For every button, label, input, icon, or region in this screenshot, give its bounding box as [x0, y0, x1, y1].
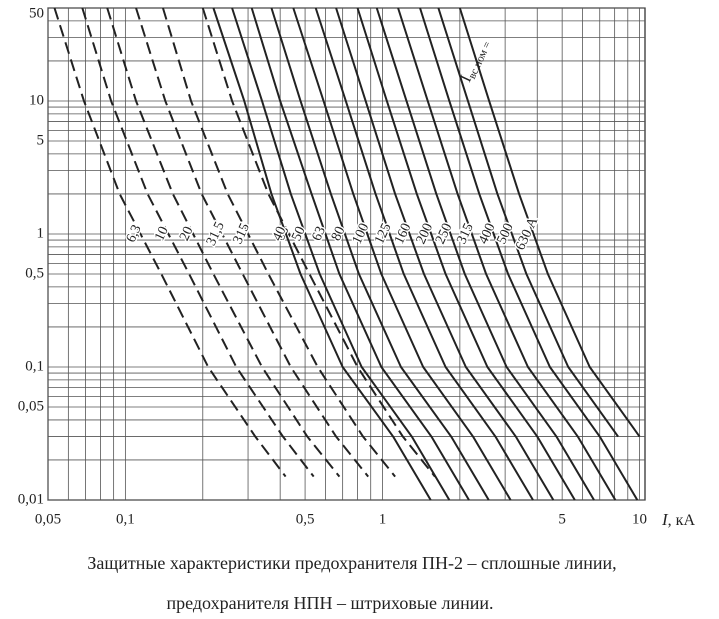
fuse-curve — [356, 7, 576, 501]
y-tick-label: 0,01 — [18, 491, 44, 507]
fuse-curve — [231, 7, 451, 501]
fuse-curve — [314, 7, 534, 501]
y-tick-label: 0,5 — [25, 265, 44, 281]
curve-label: 50 — [289, 224, 309, 243]
fuse-curve — [458, 7, 641, 438]
caption-line: предохранителя НПН – штриховые линии. — [167, 593, 494, 613]
x-tick-label: 5 — [558, 511, 566, 527]
curve-label: 250 — [433, 221, 455, 246]
caption-line: Защитные характеристики предохранителя П… — [87, 553, 616, 573]
curve-label: 10 — [152, 224, 172, 243]
fuse-curve — [106, 7, 341, 478]
plot-frame — [47, 7, 646, 501]
fuse-curve — [419, 7, 639, 501]
fuse-curve — [397, 7, 617, 501]
fuse-curve — [270, 7, 490, 501]
curve-label: 6,3 — [124, 223, 145, 245]
fuse-curve — [250, 7, 470, 501]
curve-label: 500 — [494, 221, 516, 246]
curve-label: 125 — [372, 221, 394, 246]
curve-label: 80 — [329, 224, 349, 243]
y-tick-label: 1 — [37, 225, 45, 241]
x-axis-unit: , кА — [668, 512, 696, 529]
curve-label: 160 — [392, 221, 414, 246]
fuse-curve — [335, 7, 555, 501]
x-axis-label: I, кА — [661, 510, 695, 529]
curve-label: 20 — [177, 224, 197, 243]
x-tick-label: 1 — [379, 511, 387, 527]
fuse-curve — [437, 7, 619, 438]
y-tick-label: 50 — [29, 5, 44, 21]
fuse-curve — [212, 7, 432, 501]
curve-label: 100 — [350, 221, 372, 246]
y-tick-label: 10 — [29, 92, 44, 108]
fuse-curve — [81, 7, 315, 478]
x-tick-label: 0,1 — [116, 511, 135, 527]
x-axis-symbol: I — [661, 510, 669, 529]
y-tick-label: 5 — [37, 132, 45, 148]
x-tick-label: 0,05 — [35, 511, 61, 527]
curve-label: 315 — [454, 221, 476, 246]
y-tick-label: 0,1 — [25, 358, 44, 374]
x-tick-label: 0,5 — [296, 511, 315, 527]
annotation-subscript: вс.ном = — [466, 39, 494, 80]
x-tick-label: 10 — [632, 511, 647, 527]
curve-label: 400 — [476, 221, 498, 246]
curve-label: 315 — [231, 221, 253, 246]
fuse-curve — [53, 7, 287, 478]
fuse-curve — [161, 7, 396, 478]
fuse-curve — [201, 7, 436, 478]
curve-label: 200 — [414, 221, 436, 246]
fuse-curve — [135, 7, 369, 478]
y-tick-label: 0,05 — [18, 398, 44, 414]
fuse-curve — [292, 7, 512, 501]
curve-label: 63 — [309, 224, 329, 243]
fuse-curve — [375, 7, 595, 501]
